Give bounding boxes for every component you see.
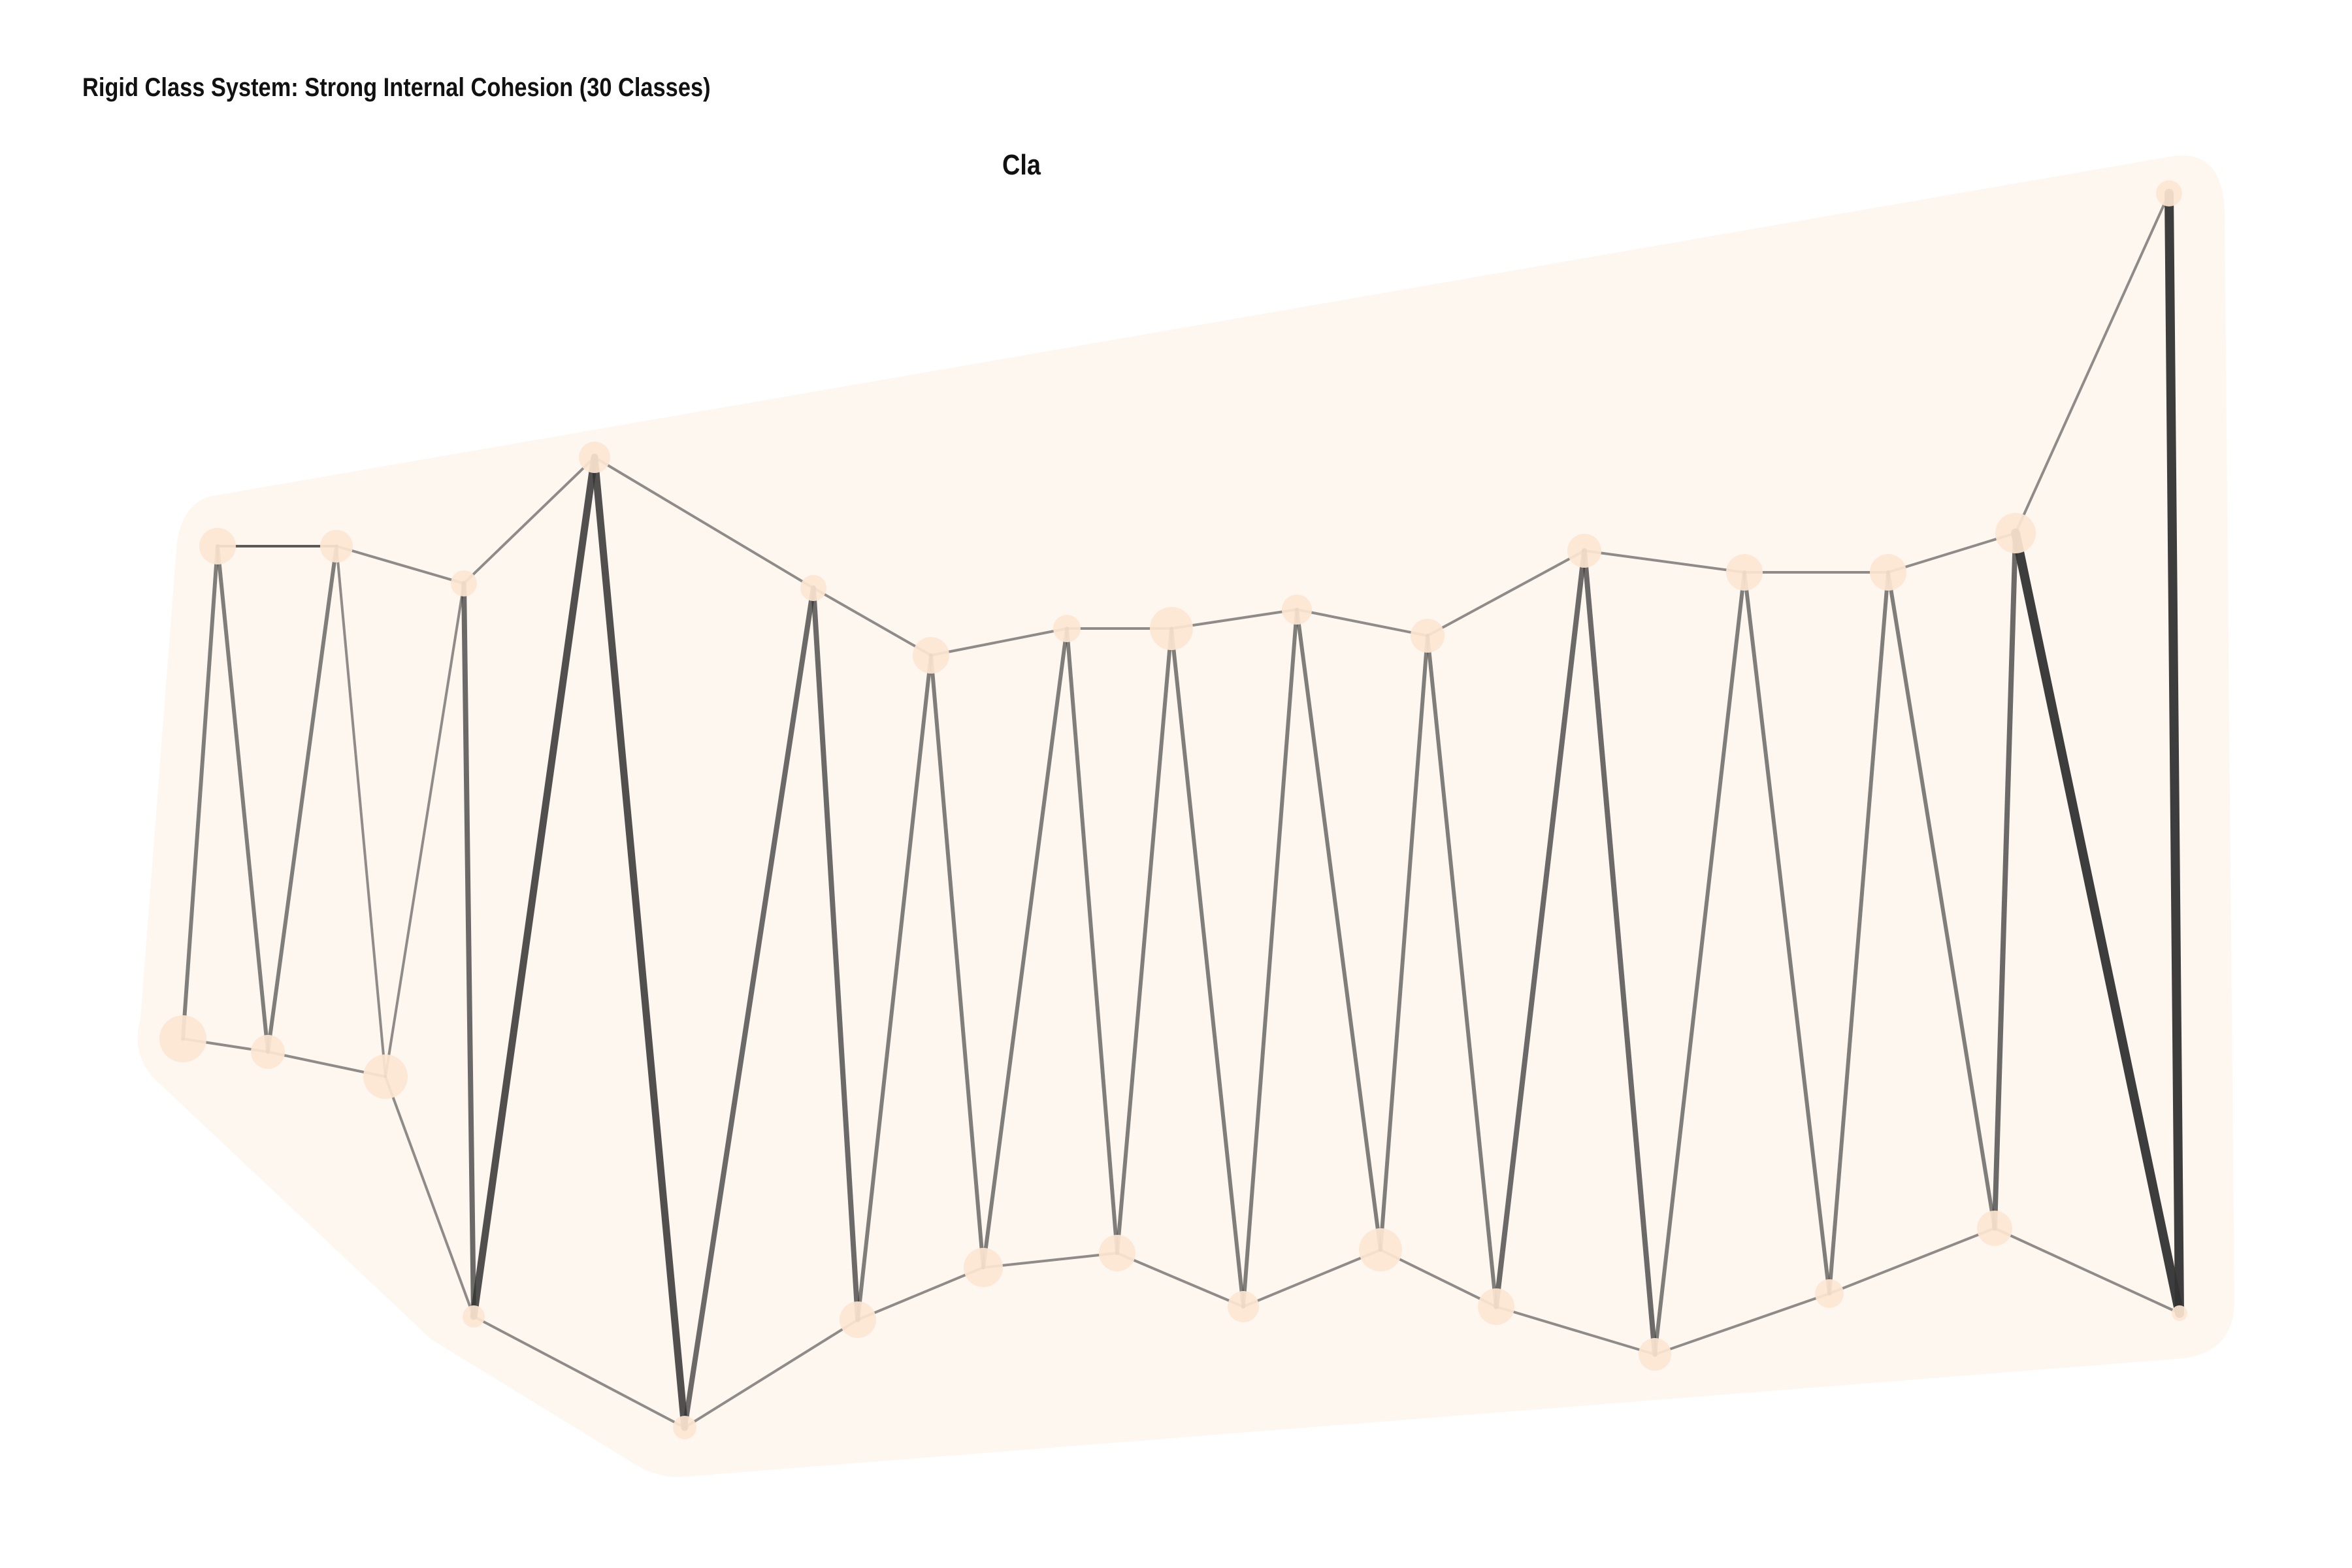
edge bbox=[1992, 531, 2018, 1231]
edge bbox=[1241, 608, 1299, 1309]
edge bbox=[1494, 548, 1587, 1309]
edge bbox=[1116, 1252, 1245, 1308]
node bbox=[451, 570, 477, 596]
edge bbox=[181, 544, 220, 1041]
edge bbox=[1653, 570, 1746, 1356]
edge bbox=[1993, 1227, 2181, 1315]
edge bbox=[811, 585, 860, 1322]
edge bbox=[384, 1075, 475, 1318]
node bbox=[199, 528, 236, 564]
class-hull bbox=[137, 155, 2234, 1477]
edge bbox=[463, 456, 596, 585]
edge bbox=[1583, 549, 1746, 574]
node bbox=[673, 1416, 696, 1439]
edge bbox=[981, 627, 1069, 1269]
node bbox=[463, 1305, 485, 1328]
edge bbox=[1742, 570, 1831, 1296]
edge bbox=[1065, 627, 1119, 1255]
node bbox=[579, 442, 610, 473]
edge bbox=[683, 1318, 859, 1429]
node bbox=[913, 637, 949, 674]
edge bbox=[1426, 634, 1498, 1309]
edge bbox=[857, 1266, 985, 1321]
node bbox=[1053, 615, 1081, 642]
edge bbox=[335, 545, 387, 1078]
edge bbox=[1827, 570, 1890, 1296]
node bbox=[1815, 1279, 1844, 1308]
group-label: Cla bbox=[1002, 149, 1041, 181]
node bbox=[2172, 1305, 2187, 1321]
edge bbox=[682, 585, 816, 1430]
edge bbox=[2014, 192, 2170, 534]
edge bbox=[384, 582, 465, 1078]
edge bbox=[1426, 549, 1586, 637]
node bbox=[1639, 1338, 1671, 1371]
node bbox=[964, 1248, 1003, 1287]
edge bbox=[1886, 570, 1997, 1230]
node bbox=[800, 575, 826, 601]
edge bbox=[472, 1315, 686, 1429]
edge bbox=[1295, 608, 1382, 1252]
node bbox=[1995, 513, 2036, 553]
edge bbox=[1887, 532, 2017, 574]
node bbox=[1411, 619, 1445, 653]
edge bbox=[593, 456, 815, 589]
node bbox=[1359, 1228, 1402, 1271]
edge bbox=[982, 1252, 1119, 1269]
node bbox=[1567, 534, 1601, 568]
edge bbox=[461, 581, 476, 1319]
edge bbox=[470, 453, 598, 1320]
edge bbox=[812, 587, 932, 657]
node bbox=[1150, 607, 1193, 650]
edge bbox=[1495, 1305, 1656, 1356]
edge bbox=[1379, 634, 1429, 1252]
edge bbox=[266, 544, 338, 1054]
node bbox=[2156, 180, 2182, 206]
edge bbox=[1296, 608, 1429, 637]
node bbox=[159, 1015, 206, 1062]
edges-layer bbox=[181, 189, 2184, 1431]
node bbox=[320, 530, 353, 563]
node bbox=[1478, 1288, 1514, 1325]
node bbox=[1977, 1211, 2012, 1246]
edge bbox=[216, 544, 270, 1054]
node bbox=[1099, 1235, 1135, 1271]
edge bbox=[2011, 529, 2184, 1318]
edge bbox=[930, 627, 1068, 657]
node bbox=[1228, 1291, 1259, 1322]
edge bbox=[1169, 627, 1245, 1309]
node bbox=[840, 1301, 876, 1338]
node bbox=[1282, 595, 1312, 625]
edge bbox=[929, 653, 985, 1269]
edge bbox=[591, 453, 689, 1431]
edge bbox=[1242, 1249, 1382, 1308]
edge bbox=[2164, 189, 2184, 1318]
edge bbox=[1828, 1227, 1996, 1295]
edge bbox=[856, 653, 933, 1322]
edge bbox=[1115, 627, 1173, 1255]
nodes-layer bbox=[159, 180, 2187, 1439]
edge bbox=[1582, 548, 1658, 1357]
node bbox=[1726, 554, 1763, 591]
edge bbox=[335, 545, 465, 585]
node bbox=[363, 1054, 408, 1099]
edge bbox=[1654, 1292, 1831, 1356]
node bbox=[1870, 554, 1906, 591]
node bbox=[251, 1035, 285, 1069]
figure-title: Rigid Class System: Strong Internal Cohe… bbox=[82, 73, 711, 102]
